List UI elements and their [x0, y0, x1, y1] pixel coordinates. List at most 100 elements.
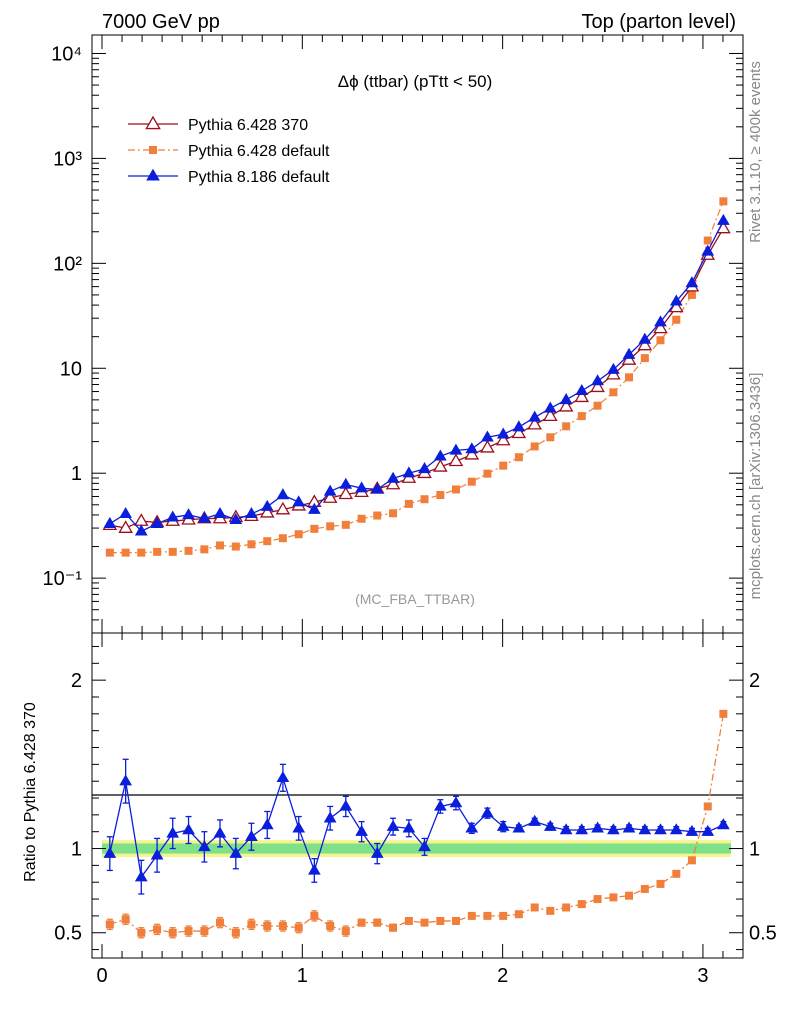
point-pythia6-370: [433, 459, 448, 472]
point-pythia6-default: [656, 336, 665, 345]
ratio-point-pythia6-default: [373, 918, 382, 927]
ratio-point-pythia8-default: [339, 799, 353, 811]
ratio-point-pythia6-default: [451, 916, 460, 925]
main-series-layer: [102, 197, 731, 557]
point-pythia6-370: [653, 320, 668, 334]
ratio-point-pythia8-default: [119, 774, 133, 786]
ratio-point-pythia8-default: [528, 814, 542, 826]
point-pythia6-370: [322, 490, 338, 503]
ratio-point-pythia6-default: [577, 900, 586, 909]
ratio-point-pythia6-default: [640, 884, 649, 893]
ratio-point-pythia6-default: [294, 923, 303, 932]
point-pythia6-default: [278, 534, 287, 543]
x-tick-label: 1: [297, 965, 308, 987]
ratio-point-pythia8-default: [213, 826, 227, 838]
ratio-point-pythia8-default: [591, 821, 604, 833]
collision-label: 7000 GeV pp: [102, 11, 220, 33]
series-line-pythia6-default: [109, 201, 724, 554]
ratio-point-pythia6-default: [247, 920, 256, 929]
point-pythia8-default: [528, 410, 542, 422]
point-pythia6-default: [357, 514, 366, 523]
point-pythia6-default: [451, 485, 460, 494]
ratio-point-pythia8-default: [323, 811, 337, 823]
ratio-point-pythia6-default: [200, 927, 209, 936]
point-pythia6-370: [480, 439, 495, 453]
ratio-point-pythia6-default: [593, 895, 602, 904]
series-line-pythia6-370: [109, 228, 724, 529]
ratio-point-pythia8-default: [260, 818, 274, 830]
point-pythia6-370: [495, 432, 511, 446]
ratio-point-pythia6-default: [609, 893, 618, 902]
point-pythia8-default: [103, 516, 117, 528]
point-pythia6-370: [558, 398, 574, 412]
point-pythia6-default: [467, 477, 476, 486]
ratio-point-pythia8-default: [669, 823, 683, 835]
ratio-point-pythia6-default: [389, 923, 398, 932]
ratio-point-pythia8-default: [292, 821, 306, 833]
ratio-point-pythia8-default: [512, 821, 526, 833]
point-pythia6-370: [275, 501, 291, 515]
point-pythia8-default: [465, 442, 479, 454]
point-pythia6-370: [118, 520, 133, 533]
point-pythia6-370: [543, 408, 558, 421]
main-y-tick-label: 10: [60, 358, 82, 380]
point-pythia6-default: [719, 197, 728, 206]
point-pythia8-default: [134, 524, 148, 536]
point-pythia6-370: [574, 389, 590, 403]
legend-label: Pythia 8.186 default: [188, 169, 330, 186]
point-pythia8-default: [166, 510, 180, 522]
point-pythia8-default: [402, 466, 416, 478]
point-pythia8-default: [591, 374, 604, 386]
ratio-point-pythia8-default: [182, 823, 195, 835]
point-pythia6-370: [511, 425, 527, 439]
point-pythia6-default: [625, 373, 634, 382]
ratio-y-tick-label-right: 1: [749, 839, 760, 861]
point-pythia6-default: [326, 522, 335, 531]
legend-marker: [146, 168, 160, 181]
point-pythia8-default: [622, 347, 636, 359]
ratio-point-pythia6-default: [310, 911, 319, 920]
ratio-point-pythia6-default: [404, 916, 413, 925]
point-pythia6-default: [341, 520, 350, 529]
rivet-version-label: Rivet 3.1.10, ≥ 400k events: [747, 61, 764, 243]
point-pythia6-default: [153, 547, 162, 556]
series-line-pythia8-default: [109, 220, 724, 533]
ratio-point-pythia6-default: [625, 891, 634, 900]
ratio-y-tick-label-right: 0.5: [749, 923, 777, 945]
ratio-point-pythia8-default: [198, 840, 211, 852]
x-tick-label: 2: [497, 965, 508, 987]
ratio-point-pythia8-default: [559, 823, 573, 835]
main-y-tick-label: 10²: [53, 253, 82, 275]
point-pythia6-370: [338, 486, 354, 500]
point-pythia6-default: [263, 537, 272, 546]
analysis-label: (MC_FBA_TTBAR): [355, 591, 475, 607]
point-pythia6-default: [105, 548, 114, 557]
ratio-axis-ticks: 0.5 0.5 1 1 2 2 0 1 2 3: [54, 633, 777, 987]
ratio-point-pythia6-default: [530, 903, 539, 912]
ratio-point-pythia6-default: [546, 906, 555, 915]
point-pythia6-default: [562, 422, 571, 431]
ratio-point-pythia8-default: [134, 870, 148, 882]
ratio-point-pythia6-default: [436, 916, 445, 925]
ratio-point-pythia8-default: [622, 821, 636, 833]
point-pythia6-default: [640, 354, 649, 363]
ratio-point-pythia6-default: [672, 869, 681, 878]
point-pythia6-370: [464, 446, 480, 460]
point-pythia8-default: [355, 481, 368, 493]
ratio-point-pythia6-default: [215, 918, 224, 927]
ratio-point-pythia6-default: [168, 928, 177, 937]
point-pythia6-370: [448, 453, 464, 467]
ratio-point-pythia6-default: [263, 922, 272, 931]
point-pythia8-default: [213, 507, 227, 519]
point-pythia6-default: [168, 547, 177, 556]
point-pythia8-default: [229, 512, 243, 524]
ratio-point-pythia8-default: [276, 771, 290, 783]
point-pythia8-default: [481, 430, 494, 442]
point-pythia8-default: [198, 511, 211, 523]
point-pythia6-370: [527, 416, 542, 430]
main-y-tick-label: 10⁻¹: [43, 568, 83, 590]
ratio-point-pythia6-default: [499, 911, 508, 920]
ratio-point-pythia8-default: [685, 824, 699, 836]
point-pythia8-default: [701, 244, 715, 256]
